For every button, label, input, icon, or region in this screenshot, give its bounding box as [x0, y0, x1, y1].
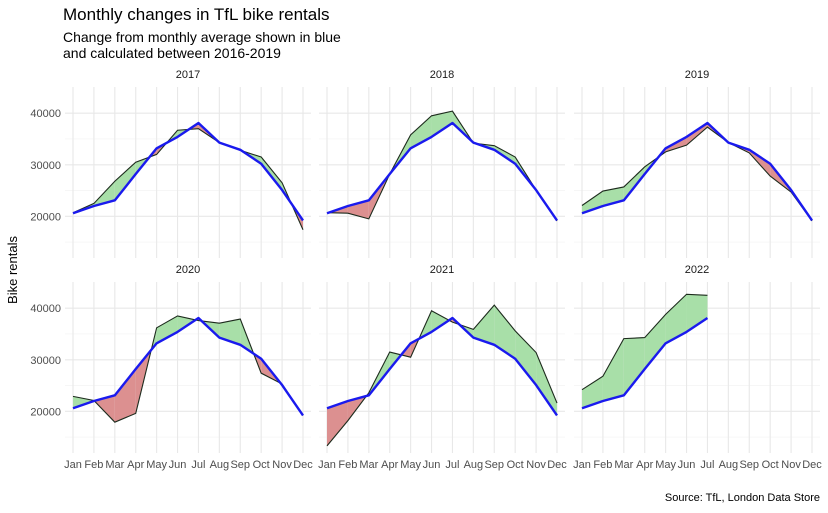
x-tick-label: Apr	[127, 459, 144, 471]
panel-2017: 2017 20000 30000 40000	[30, 69, 311, 258]
x-tick-label: Sep	[484, 459, 504, 471]
y-tick-label: 40000	[30, 303, 61, 315]
y-tick-label: 30000	[30, 355, 61, 367]
actual-rentals-line	[581, 293, 708, 391]
difference-area	[327, 401, 348, 446]
panel-2022: 2022 Jan Feb Mar Apr May Jun Jul Aug Sep Oct Nov Dec	[573, 264, 822, 471]
x-tick-label: Jun	[423, 459, 441, 471]
difference-area	[410, 115, 432, 149]
difference-area	[623, 337, 645, 396]
x-tick-label: Sep	[739, 459, 759, 471]
monthly-average-line	[581, 317, 709, 410]
x-tick-label: Aug	[464, 459, 484, 471]
x-tick-label: Jan	[64, 459, 82, 471]
x-tick-label: Mar	[614, 459, 633, 471]
x-tick-label: Oct	[507, 459, 524, 471]
x-tick-label: Jan	[573, 459, 591, 471]
x-tick-label: May	[655, 459, 676, 471]
monthly-average-line	[581, 121, 813, 222]
panel-2019: 2019	[574, 69, 820, 258]
monthly-average-line	[72, 121, 304, 222]
difference-area	[114, 369, 136, 423]
panel-label: 2020	[176, 264, 200, 276]
subtitle-line-2: and calculated between 2016-2019	[63, 45, 281, 61]
y-tick-label: 20000	[30, 406, 61, 418]
x-tick-label: Apr	[381, 459, 398, 471]
panel-label: 2018	[430, 69, 454, 81]
difference-area	[431, 310, 450, 332]
actual-rentals-line	[72, 128, 304, 230]
y-axis-label: Bike rentals	[5, 236, 20, 304]
x-tick-label: Sep	[230, 459, 250, 471]
difference-area	[114, 162, 136, 201]
x-tick-label: Feb	[338, 459, 357, 471]
panel-2021: 2021 Jan Feb Mar Apr May Jun Jul Aug Sep Oct Nov Dec	[318, 264, 567, 471]
monthly-average-line	[72, 316, 304, 417]
x-tick-label: Jul	[700, 459, 714, 471]
x-tick-label: Jul	[191, 459, 205, 471]
source-caption: Source: TfL, London Data Store	[664, 492, 820, 504]
difference-area	[473, 305, 495, 345]
difference-area	[494, 305, 516, 359]
subtitle-line-1: Change from monthly average shown in blu…	[63, 29, 341, 45]
y-tick-label: 30000	[30, 160, 61, 172]
y-tick-label: 40000	[30, 108, 61, 120]
x-tick-label: May	[146, 459, 167, 471]
x-tick-label: Feb	[593, 459, 612, 471]
difference-area	[94, 395, 115, 423]
x-tick-label: Aug	[719, 459, 739, 471]
monthly-average-line	[326, 121, 558, 222]
panel-label: 2022	[685, 264, 709, 276]
difference-area	[515, 330, 537, 386]
difference-area	[686, 123, 708, 146]
x-tick-label: Nov	[272, 459, 292, 471]
chart-subtitle: Change from monthly average shown in blu…	[63, 29, 341, 61]
x-tick-label: May	[400, 459, 421, 471]
x-tick-label: Nov	[526, 459, 546, 471]
difference-area	[582, 376, 603, 409]
x-tick-label: Apr	[636, 459, 653, 471]
panel-label: 2019	[685, 69, 709, 81]
monthly-average-line	[326, 316, 558, 417]
x-tick-label: Feb	[84, 459, 103, 471]
x-tick-label: Dec	[547, 459, 567, 471]
difference-area	[644, 314, 666, 370]
actual-rentals-line	[581, 126, 813, 222]
difference-area	[431, 111, 453, 137]
actual-rentals-line	[72, 315, 304, 423]
x-tick-label: Mar	[105, 459, 124, 471]
difference-area	[536, 352, 557, 416]
x-tick-label: Jun	[678, 459, 696, 471]
x-tick-label: Jul	[445, 459, 459, 471]
x-tick-label: Jan	[318, 459, 336, 471]
x-tick-label: Jun	[169, 459, 187, 471]
panel-label: 2021	[430, 264, 454, 276]
difference-area	[665, 294, 687, 344]
y-tick-label: 20000	[30, 211, 61, 223]
x-tick-label: Mar	[359, 459, 378, 471]
difference-area	[156, 315, 178, 344]
x-tick-label: Dec	[293, 459, 313, 471]
panel-label: 2017	[176, 69, 200, 81]
x-tick-label: Nov	[781, 459, 801, 471]
x-tick-label: Oct	[253, 459, 270, 471]
panel-2018: 2018	[319, 69, 565, 258]
chart-title: Monthly changes in TfL bike rentals	[63, 5, 330, 24]
actual-rentals-line	[326, 110, 558, 222]
panel-2020: 2020 20000 30000 40000 Jan Feb Mar Apr May Jun Jul…	[30, 264, 313, 471]
difference-area	[602, 338, 624, 402]
x-tick-label: Oct	[762, 459, 779, 471]
x-tick-label: Aug	[210, 459, 230, 471]
x-tick-label: Dec	[802, 459, 822, 471]
difference-area	[686, 294, 708, 332]
